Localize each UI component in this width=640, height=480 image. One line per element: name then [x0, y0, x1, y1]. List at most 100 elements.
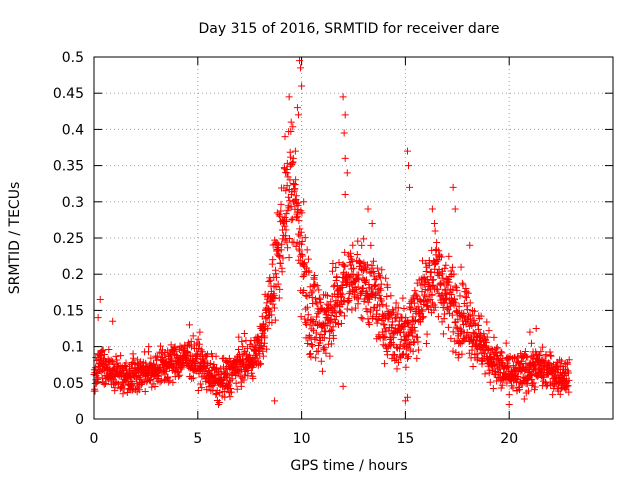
data-point	[301, 259, 309, 267]
data-point	[248, 369, 256, 377]
data-point	[309, 287, 317, 295]
data-point	[302, 305, 310, 313]
data-point	[377, 280, 385, 288]
data-point	[154, 352, 162, 360]
data-point	[358, 241, 366, 249]
data-point	[322, 291, 330, 299]
y-tick-label: 0.4	[62, 122, 84, 138]
data-point	[453, 324, 461, 332]
data-point	[505, 363, 513, 371]
data-point	[422, 293, 430, 301]
data-point	[464, 306, 472, 314]
data-point	[340, 129, 348, 137]
data-point	[403, 147, 411, 155]
data-point	[293, 200, 301, 208]
data-point	[276, 285, 284, 293]
data-point	[434, 285, 442, 293]
data-point	[270, 304, 278, 312]
data-point	[321, 344, 329, 352]
data-point	[226, 393, 234, 401]
data-point	[402, 363, 410, 371]
data-point	[341, 191, 349, 199]
data-point	[212, 352, 220, 360]
data-point	[322, 349, 330, 357]
data-point	[311, 335, 319, 343]
data-point	[410, 339, 418, 347]
data-point	[485, 327, 493, 335]
data-point	[337, 309, 345, 317]
data-point	[119, 390, 127, 398]
data-point	[472, 333, 480, 341]
data-point	[445, 278, 453, 286]
data-point	[196, 340, 204, 348]
data-point	[291, 147, 299, 155]
data-point	[194, 335, 202, 343]
data-point	[286, 197, 294, 205]
data-point	[226, 385, 234, 393]
data-point	[483, 333, 491, 341]
data-point	[431, 303, 439, 311]
data-point	[422, 268, 430, 276]
data-point	[369, 257, 377, 265]
data-point	[532, 325, 540, 332]
data-point	[564, 382, 572, 390]
y-axis-label: SRMTID / TECUs	[7, 182, 23, 295]
data-point	[196, 380, 204, 388]
data-point	[347, 249, 355, 257]
data-point	[317, 298, 325, 306]
data-point	[473, 356, 481, 364]
data-point	[403, 335, 411, 343]
data-point	[502, 339, 510, 347]
data-point	[451, 205, 459, 213]
data-point	[401, 337, 409, 345]
data-point	[344, 298, 352, 306]
data-point	[391, 351, 399, 359]
data-point	[189, 374, 197, 382]
data-point	[274, 241, 282, 249]
data-point	[307, 353, 315, 361]
data-point	[400, 328, 408, 336]
data-point	[451, 318, 459, 326]
data-point	[294, 111, 302, 119]
data-point	[410, 299, 418, 307]
data-point	[524, 353, 532, 361]
data-point	[429, 276, 437, 284]
y-tick-label: 0.25	[53, 231, 84, 247]
data-point	[96, 296, 104, 304]
data-point	[418, 314, 426, 322]
data-point	[368, 220, 376, 228]
data-point	[235, 369, 243, 377]
data-point	[276, 212, 284, 220]
data-point	[380, 321, 388, 329]
data-point	[298, 209, 306, 217]
data-point	[281, 232, 289, 240]
data-point	[297, 313, 305, 321]
data-point	[196, 328, 204, 336]
data-point	[471, 320, 479, 328]
data-point	[375, 291, 383, 299]
data-point	[221, 393, 229, 401]
data-point	[498, 381, 506, 389]
data-point	[364, 291, 372, 299]
data-point	[349, 270, 357, 278]
data-point	[469, 363, 477, 371]
data-point	[395, 358, 403, 366]
data-point	[474, 354, 482, 362]
data-point	[473, 350, 481, 358]
data-point	[423, 302, 431, 310]
data-point	[547, 352, 555, 360]
data-point	[354, 295, 362, 303]
data-point	[445, 252, 453, 260]
data-point	[278, 268, 286, 276]
data-point	[122, 359, 130, 367]
data-point	[276, 259, 284, 267]
data-point	[407, 306, 415, 314]
data-point	[409, 332, 417, 340]
data-point	[475, 325, 483, 333]
data-point	[156, 378, 164, 386]
data-point	[313, 313, 321, 321]
data-point	[373, 319, 381, 327]
data-point	[422, 339, 430, 347]
data-point	[349, 241, 357, 249]
data-point	[469, 312, 477, 320]
